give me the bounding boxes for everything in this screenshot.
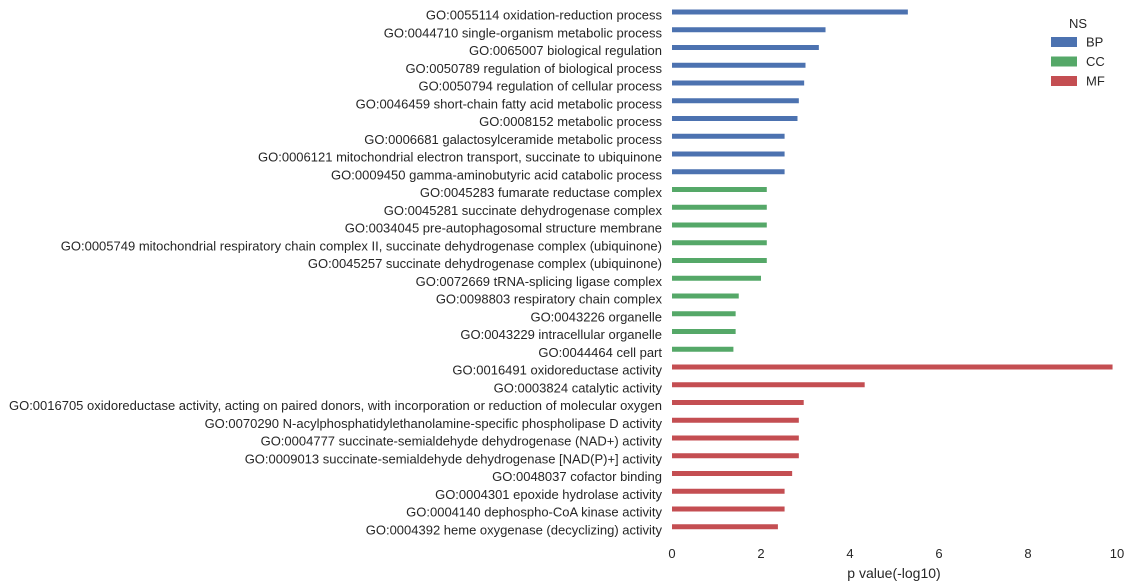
bar-mf <box>672 488 785 494</box>
x-axis-ticks-group: 0 2 4 6 8 10 <box>668 546 1124 561</box>
category-label: GO:0043229 intracellular organelle <box>460 327 662 342</box>
bar-cc <box>672 311 736 317</box>
category-label: GO:0043226 organelle <box>530 309 662 324</box>
x-tick-label: 8 <box>1024 546 1031 561</box>
legend-title: NS <box>1069 16 1087 31</box>
category-label: GO:0050794 regulation of cellular proces… <box>418 79 662 94</box>
x-tick-label: 4 <box>846 546 853 561</box>
x-tick-label: 10 <box>1110 546 1124 561</box>
bar-bp <box>672 151 785 157</box>
category-label: GO:0034045 pre-autophagosomal structure … <box>345 221 662 236</box>
category-label: GO:0055114 oxidation-reduction process <box>426 8 663 23</box>
category-label: GO:0098803 respiratory chain complex <box>436 292 663 307</box>
bar-mf <box>672 524 778 530</box>
category-label: GO:0044710 single-organism metabolic pro… <box>384 25 663 40</box>
bar-mf <box>672 382 865 388</box>
legend-swatch-bp <box>1051 37 1077 47</box>
category-label: GO:0072669 tRNA-splicing ligase complex <box>416 274 663 289</box>
category-label: GO:0016491 oxidoreductase activity <box>452 363 662 378</box>
x-tick-label: 0 <box>668 546 675 561</box>
category-label: GO:0009450 gamma-aminobutyric acid catab… <box>331 167 662 182</box>
bar-bp <box>672 27 826 33</box>
bar-cc <box>672 346 734 352</box>
bar-mf <box>672 364 1113 370</box>
bar-cc <box>672 293 739 299</box>
bar-bp <box>672 169 785 175</box>
legend-label-cc: CC <box>1086 54 1105 69</box>
x-tick-label: 2 <box>757 546 764 561</box>
bar-bp <box>672 9 908 15</box>
bar-mf <box>672 417 799 423</box>
bar-bp <box>672 45 819 50</box>
legend-label-mf: MF <box>1086 74 1105 89</box>
category-labels-group: GO:0055114 oxidation-reduction process GO… <box>9 8 663 538</box>
bar-cc <box>672 258 767 263</box>
bar-cc <box>672 329 736 334</box>
legend-label-bp: BP <box>1086 35 1103 50</box>
legend-swatch-cc <box>1051 56 1077 67</box>
x-axis-title: p value(-log10) <box>847 565 940 581</box>
category-label: GO:0050789 regulation of biological proc… <box>405 61 662 76</box>
bar-bp <box>672 133 785 139</box>
legend: NS BP CC MF <box>1051 16 1105 89</box>
category-label: GO:0046459 short-chain fatty acid metabo… <box>356 96 663 111</box>
bar-cc <box>672 204 767 210</box>
category-label: GO:0016705 oxidoreductase activity, acti… <box>9 398 662 413</box>
category-label: GO:0004301 epoxide hydrolase activity <box>435 487 662 502</box>
legend-swatch-mf <box>1051 76 1077 86</box>
category-label: GO:0005749 mitochondrial respiratory cha… <box>61 238 662 253</box>
category-label: GO:0004140 dephospho-CoA kinase activity <box>406 505 662 520</box>
bar-mf <box>672 506 785 512</box>
category-label: GO:0004392 heme oxygenase (decyclizing) … <box>366 522 663 537</box>
category-label: GO:0006681 galactosylceramide metabolic … <box>364 132 662 147</box>
category-label: GO:0006121 mitochondrial electron transp… <box>258 150 662 165</box>
bar-cc <box>672 187 767 192</box>
x-tick-label: 6 <box>935 546 942 561</box>
bar-cc <box>672 240 767 246</box>
category-label: GO:0003824 catalytic activity <box>494 380 663 395</box>
category-label: GO:0009013 succinate-semialdehyde dehydr… <box>245 451 663 466</box>
category-label: GO:0008152 metabolic process <box>479 114 662 129</box>
bar-bp <box>672 80 805 86</box>
category-label: GO:0045257 succinate dehydrogenase compl… <box>308 256 662 271</box>
bar-cc <box>672 275 761 281</box>
bar-mf <box>672 471 793 476</box>
category-label: GO:0045283 fumarate reductase complex <box>420 185 663 200</box>
bars-group <box>672 9 1113 530</box>
category-label: GO:0065007 biological regulation <box>469 43 662 58</box>
category-label: GO:0045281 succinate dehydrogenase compl… <box>384 203 663 218</box>
category-label: GO:0004777 succinate-semialdehyde dehydr… <box>261 434 663 449</box>
bar-mf <box>672 435 799 441</box>
category-label: GO:0070290 N-acylphosphatidylethanolamin… <box>205 416 663 431</box>
category-label: GO:0048037 cofactor binding <box>492 469 662 484</box>
bar-mf <box>672 400 804 405</box>
bar-mf <box>672 453 799 459</box>
bar-bp <box>672 62 806 68</box>
bar-cc <box>672 222 767 228</box>
bar-bp <box>672 116 798 121</box>
category-label: GO:0044464 cell part <box>538 345 662 360</box>
bar-bp <box>672 98 799 104</box>
